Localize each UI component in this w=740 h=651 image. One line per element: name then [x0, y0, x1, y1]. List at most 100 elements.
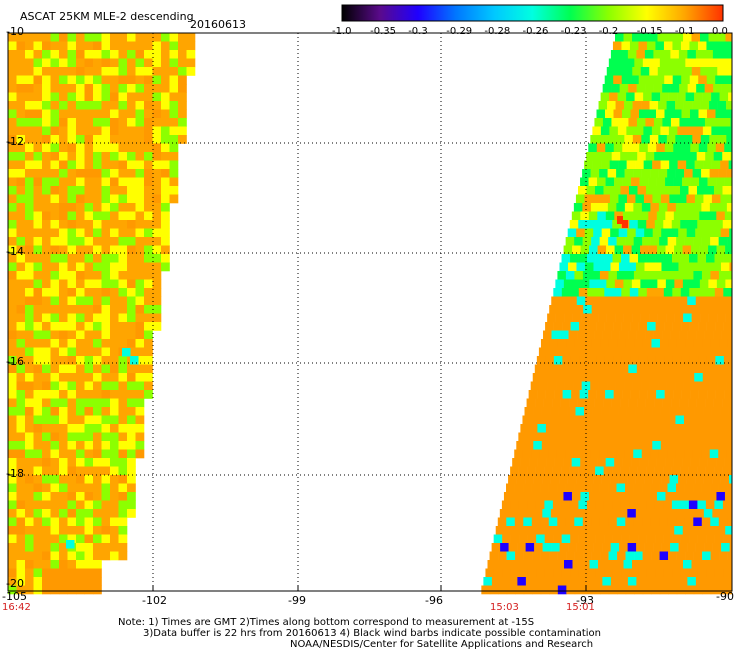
swath-cell	[635, 195, 644, 204]
swath-cell	[127, 84, 136, 93]
swath-cell	[663, 501, 672, 510]
swath-cell	[607, 67, 616, 76]
swath-cell	[727, 484, 732, 493]
swath-cell	[25, 518, 34, 527]
swath-cell	[34, 348, 43, 357]
swath-cell	[555, 526, 564, 535]
swath-cell	[622, 220, 628, 228]
swath-cell	[136, 186, 145, 195]
swath-cell	[110, 59, 119, 68]
swath-cell	[558, 339, 567, 348]
swath-cell	[93, 67, 102, 76]
swath-cell	[153, 280, 162, 289]
swath-cell	[646, 467, 655, 476]
swath-cell	[717, 314, 726, 323]
swath-cell	[76, 101, 85, 110]
swath-cell	[723, 254, 732, 263]
swath-cell	[127, 382, 136, 391]
swath-cell	[575, 305, 584, 314]
swath-cell	[59, 399, 68, 408]
swath-cell	[664, 254, 673, 263]
swath-cell	[559, 263, 568, 272]
swath-cell	[664, 322, 673, 331]
swath-cell	[119, 246, 128, 255]
swath-cell	[85, 339, 94, 348]
swath-cell	[718, 382, 727, 391]
swath-cell	[697, 433, 706, 442]
swath-cell	[51, 424, 60, 433]
swath-cell	[706, 288, 715, 297]
swath-cell	[102, 127, 111, 136]
swath-cell	[704, 543, 713, 552]
swath-cell	[102, 161, 111, 170]
swath-cell	[42, 42, 51, 51]
swath-cell	[691, 526, 700, 535]
swath-cell	[569, 399, 578, 408]
swath-cell	[76, 161, 85, 170]
swath-cell	[635, 407, 644, 416]
swath-cell	[525, 441, 534, 450]
swath-cell	[560, 331, 569, 340]
swath-cell	[626, 59, 635, 68]
swath-cell	[602, 297, 611, 306]
swath-cell	[658, 382, 667, 391]
swath-cell	[686, 161, 695, 170]
swath-cell	[552, 399, 561, 408]
swath-cell	[539, 382, 548, 391]
swath-cell	[608, 271, 617, 280]
swath-cell	[144, 331, 153, 340]
swath-cell	[25, 263, 34, 272]
swath-cell	[641, 560, 650, 569]
swath-cell	[534, 475, 543, 484]
swath-cell	[144, 348, 153, 357]
swath-cell	[727, 518, 732, 527]
swath-cell	[17, 42, 26, 51]
swath-cell	[690, 322, 699, 331]
swath-cell	[93, 42, 102, 51]
swath-cell	[42, 118, 51, 127]
swath-cell	[694, 59, 703, 68]
swath-cell	[170, 110, 179, 119]
swath-cell	[25, 467, 34, 476]
swath-cell	[127, 288, 136, 297]
swath-cell	[577, 331, 586, 340]
swath-cell	[102, 178, 111, 187]
swath-cell	[557, 484, 566, 493]
swath-cell	[110, 399, 119, 408]
swath-cell	[602, 475, 611, 484]
swath-cell	[604, 288, 613, 297]
swath-cell	[136, 288, 145, 297]
swath-cell	[721, 475, 730, 484]
swath-cell	[570, 254, 579, 263]
swath-cell	[153, 42, 162, 51]
swath-cell	[515, 518, 524, 527]
swath-cell	[647, 76, 656, 85]
swath-cell	[25, 560, 34, 569]
swath-cell	[93, 458, 102, 467]
swath-cell	[51, 535, 60, 544]
swath-cell	[68, 161, 77, 170]
swath-cell	[615, 246, 624, 255]
swath-cell	[696, 84, 705, 93]
swath-cell	[178, 110, 187, 119]
swath-cell	[708, 280, 717, 289]
swath-cell	[531, 450, 540, 459]
swath-cell	[102, 339, 111, 348]
swath-cell	[656, 322, 665, 331]
swath-cell	[665, 212, 674, 221]
swath-cell	[42, 535, 51, 544]
swath-cell	[719, 305, 728, 314]
swath-cell	[633, 382, 642, 391]
swath-cell	[587, 254, 596, 263]
swath-cell	[617, 59, 626, 68]
swath-cell	[127, 331, 136, 340]
swath-cell	[626, 93, 635, 102]
swath-cell	[695, 509, 704, 518]
swath-cell	[726, 348, 732, 357]
swath-cell	[617, 586, 626, 595]
swath-cell	[25, 424, 34, 433]
swath-cell	[624, 67, 633, 76]
swath-cell	[693, 450, 702, 459]
swath-cell	[523, 518, 532, 527]
swath-cell	[697, 467, 706, 476]
